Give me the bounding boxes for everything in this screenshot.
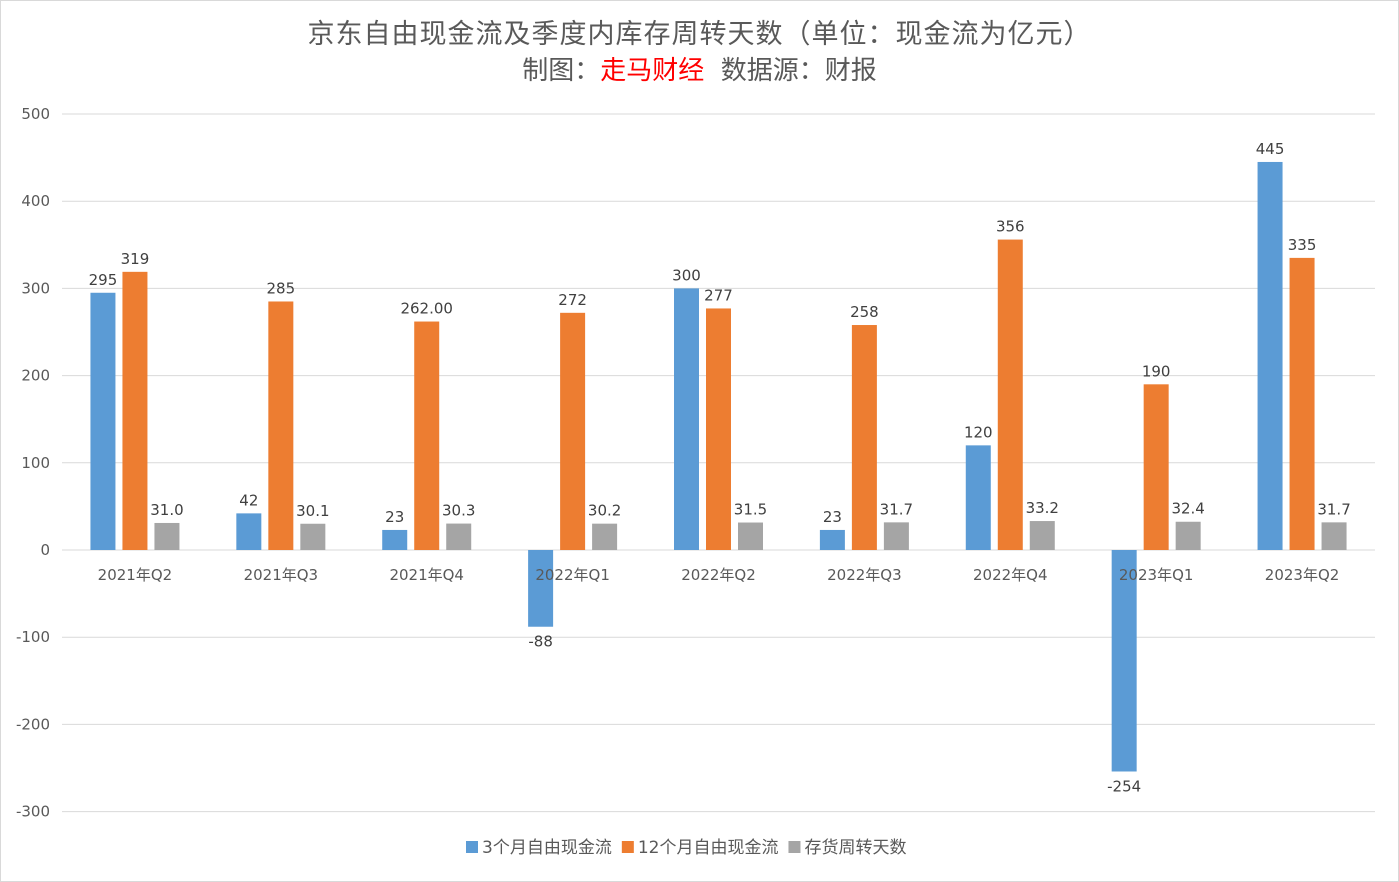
bar-3 xyxy=(300,523,326,550)
data-label: 23 xyxy=(823,508,842,526)
legend-swatch xyxy=(621,841,634,853)
y-tick-label: 400 xyxy=(21,192,50,210)
x-tick-label: 2021年Q2 xyxy=(98,566,173,584)
bar-1 xyxy=(528,550,554,627)
y-tick-label: 500 xyxy=(21,105,50,123)
bar-3 xyxy=(592,523,618,550)
data-label: 258 xyxy=(850,303,879,321)
bar-1 xyxy=(819,529,845,550)
bar-1 xyxy=(90,292,116,550)
y-tick-label: 0 xyxy=(40,541,50,559)
data-label: 262.00 xyxy=(400,300,453,318)
bar-3 xyxy=(1029,521,1055,550)
data-label: 272 xyxy=(558,291,587,309)
bar-3 xyxy=(883,522,909,550)
data-label: 32.4 xyxy=(1171,500,1204,518)
bar-1 xyxy=(382,529,408,550)
y-tick-label: 300 xyxy=(21,279,50,297)
data-label: 30.3 xyxy=(442,502,475,520)
data-label: -254 xyxy=(1107,777,1141,795)
legend-swatch xyxy=(466,841,478,853)
bar-1 xyxy=(236,513,262,550)
data-label: 295 xyxy=(89,271,118,289)
data-label: 31.7 xyxy=(880,500,913,518)
data-label: 300 xyxy=(672,266,701,284)
chart-title: 京东自由现金流及季度内库存周转天数（单位：现金流为亿元） xyxy=(307,19,1092,50)
x-tick-label: 2022年Q1 xyxy=(535,566,610,584)
x-tick-label: 2022年Q3 xyxy=(827,566,902,584)
data-label: 120 xyxy=(964,423,993,441)
bar-2 xyxy=(851,325,877,550)
bar-2 xyxy=(1289,257,1315,550)
data-label: 445 xyxy=(1256,140,1285,158)
legend-label: 存货周转天数 xyxy=(804,838,906,858)
data-label: 30.2 xyxy=(588,502,621,520)
bar-1 xyxy=(1111,550,1137,772)
data-label: 190 xyxy=(1142,362,1171,380)
data-label: 31.7 xyxy=(1317,500,1350,518)
subtitle-brand: 走马财经 xyxy=(600,56,705,86)
data-label: 33.2 xyxy=(1026,499,1059,517)
x-tick-label: 2021年Q3 xyxy=(244,566,319,584)
bar-3 xyxy=(154,522,180,550)
subtitle-source: 数据源：财报 xyxy=(704,56,877,86)
bar-2 xyxy=(268,301,294,550)
bar-1 xyxy=(674,288,699,550)
bar-2 xyxy=(706,308,731,550)
legend-swatch xyxy=(788,841,801,853)
y-tick-label: -200 xyxy=(16,715,50,733)
y-tick-label: 200 xyxy=(21,367,50,385)
data-label: 277 xyxy=(704,286,733,304)
data-label: 31.0 xyxy=(150,501,183,519)
x-tick-label: 2022年Q4 xyxy=(973,566,1048,584)
x-tick-label: 2022年Q2 xyxy=(681,566,756,584)
y-tick-label: -100 xyxy=(16,628,50,646)
data-label: 335 xyxy=(1288,236,1317,254)
bar-3 xyxy=(1321,522,1347,550)
legend-label: 3个月自由现金流 xyxy=(482,838,612,858)
data-label: 31.5 xyxy=(734,501,767,519)
data-label: 42 xyxy=(239,491,258,509)
y-tick-label: -300 xyxy=(16,803,50,821)
x-tick-label: 2023年Q1 xyxy=(1119,566,1194,584)
x-tick-label: 2021年Q4 xyxy=(389,566,464,584)
bar-2 xyxy=(560,312,586,550)
legend-label: 12个月自由现金流 xyxy=(638,838,779,858)
data-label: 319 xyxy=(121,250,150,268)
data-label: -88 xyxy=(528,633,553,651)
bar-2 xyxy=(997,239,1023,550)
bar-2 xyxy=(414,321,440,550)
bar-1 xyxy=(965,445,991,550)
data-label: 23 xyxy=(385,508,404,526)
data-label: 285 xyxy=(267,279,296,297)
bar-2 xyxy=(122,271,148,550)
bar-1 xyxy=(1257,161,1283,550)
data-label: 30.1 xyxy=(296,502,329,520)
bar-3 xyxy=(738,522,763,550)
bar-3 xyxy=(1175,521,1201,550)
x-tick-label: 2023年Q2 xyxy=(1265,566,1340,584)
subtitle-prefix: 制图： xyxy=(522,56,601,86)
y-tick-label: 100 xyxy=(21,454,50,472)
data-label: 356 xyxy=(996,218,1025,236)
bar-2 xyxy=(1143,384,1169,550)
chart-subtitle: 制图：走马财经 数据源：财报 xyxy=(0,50,1399,87)
bar-3 xyxy=(446,523,472,550)
